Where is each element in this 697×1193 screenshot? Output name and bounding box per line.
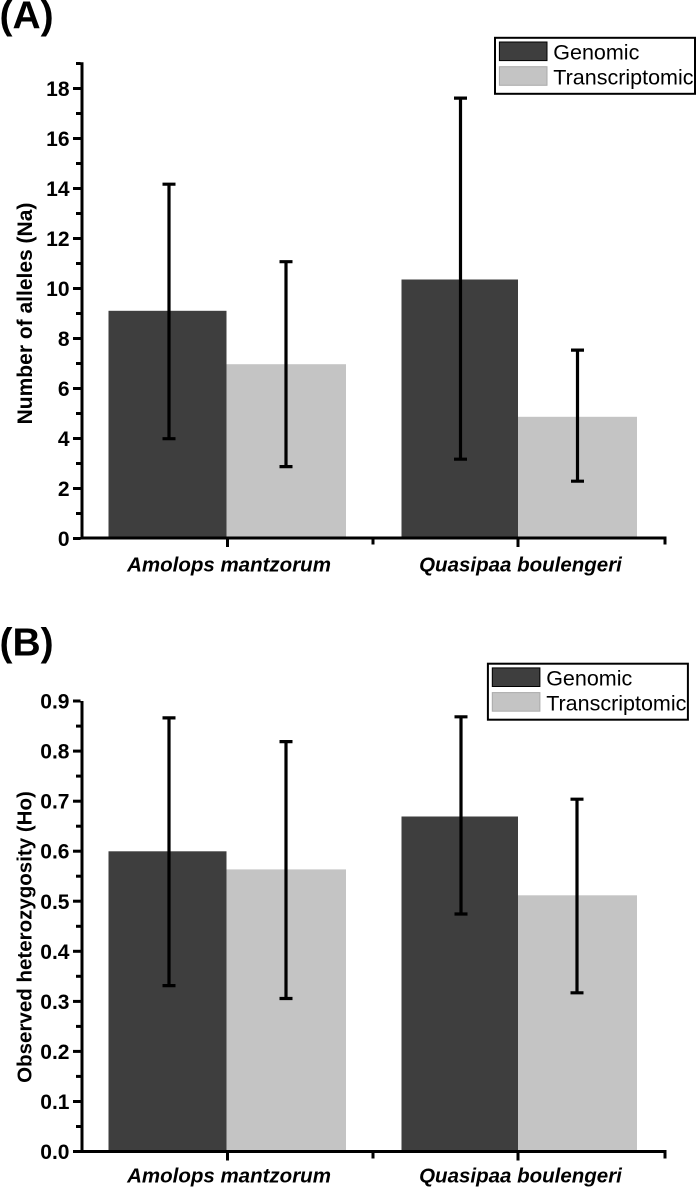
svg-text:12: 12 [46, 228, 69, 251]
svg-text:16: 16 [46, 128, 69, 151]
svg-text:Quasipaa boulengeri: Quasipaa boulengeri [419, 554, 623, 577]
svg-text:0.4: 0.4 [40, 941, 70, 964]
svg-text:Genomic: Genomic [553, 41, 639, 65]
svg-text:8: 8 [58, 328, 70, 351]
svg-text:Amolops mantzorum: Amolops mantzorum [126, 554, 331, 577]
svg-text:Observed heterozygosity (Ho): Observed heterozygosity (Ho) [14, 791, 37, 1083]
svg-text:(B): (B) [0, 622, 54, 665]
svg-text:10: 10 [46, 278, 69, 301]
svg-text:(A): (A) [0, 0, 54, 38]
svg-text:Number of alleles (Na): Number of alleles (Na) [14, 203, 37, 425]
svg-text:0: 0 [58, 528, 70, 551]
svg-text:14: 14 [46, 178, 70, 201]
svg-text:Transcriptomic: Transcriptomic [546, 691, 686, 715]
svg-text:Quasipaa boulengeri: Quasipaa boulengeri [419, 1165, 623, 1188]
svg-text:2: 2 [58, 478, 70, 501]
svg-text:0.2: 0.2 [40, 1041, 69, 1064]
svg-text:0.3: 0.3 [40, 991, 69, 1014]
svg-text:4: 4 [58, 428, 70, 451]
svg-text:0.8: 0.8 [40, 741, 70, 764]
svg-text:0.5: 0.5 [40, 891, 70, 914]
svg-text:Amolops mantzorum: Amolops mantzorum [126, 1165, 331, 1188]
svg-text:18: 18 [46, 78, 70, 101]
svg-text:Genomic: Genomic [546, 667, 632, 691]
svg-text:6: 6 [58, 378, 70, 401]
svg-text:0.9: 0.9 [40, 691, 69, 714]
svg-text:0.7: 0.7 [40, 791, 69, 814]
svg-text:Transcriptomic: Transcriptomic [553, 65, 693, 89]
svg-text:0.6: 0.6 [40, 841, 69, 864]
svg-text:0.1: 0.1 [40, 1091, 70, 1114]
svg-text:0.0: 0.0 [40, 1141, 69, 1164]
